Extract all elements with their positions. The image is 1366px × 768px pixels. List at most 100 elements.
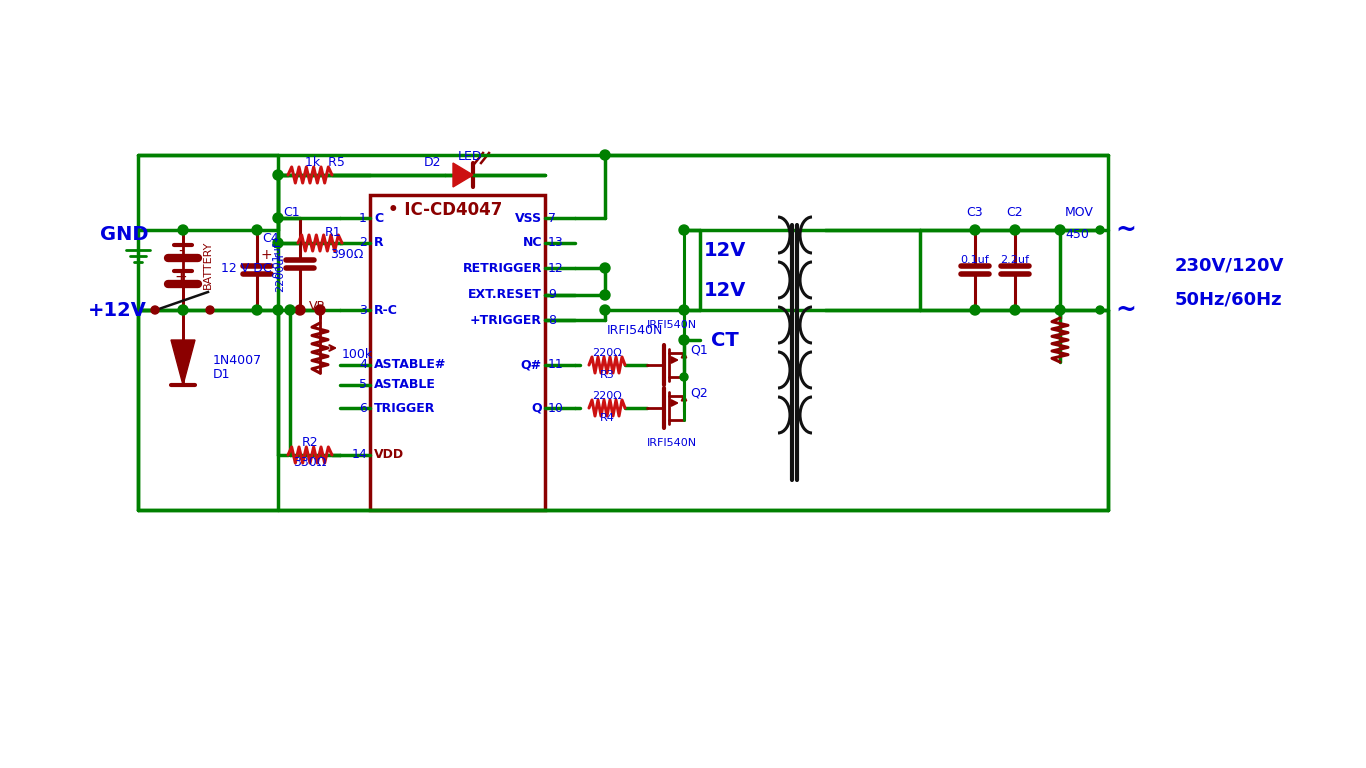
Text: -: -	[178, 243, 184, 257]
Text: 12 V DC: 12 V DC	[221, 261, 272, 274]
Circle shape	[178, 305, 189, 315]
Text: 3: 3	[359, 303, 367, 316]
Text: Q2: Q2	[690, 386, 708, 399]
Text: 1N4007: 1N4007	[213, 353, 262, 366]
Text: 1: 1	[359, 211, 367, 224]
Text: 2.2uf: 2.2uf	[1000, 255, 1030, 265]
Circle shape	[316, 305, 325, 315]
Text: C2: C2	[1007, 206, 1023, 219]
Text: 11: 11	[548, 359, 564, 372]
Text: 2200uf: 2200uf	[275, 253, 285, 292]
Circle shape	[251, 305, 262, 315]
Circle shape	[970, 305, 979, 315]
Circle shape	[600, 150, 611, 160]
Text: 10: 10	[548, 402, 564, 415]
Circle shape	[285, 305, 295, 315]
Text: ASTABLE#: ASTABLE#	[374, 359, 447, 372]
Text: 390Ω: 390Ω	[331, 249, 363, 261]
Text: R: R	[374, 237, 384, 250]
Text: Q: Q	[531, 402, 542, 415]
Text: • IC-CD4047: • IC-CD4047	[388, 201, 503, 219]
Circle shape	[970, 225, 979, 235]
Text: D1: D1	[213, 369, 231, 382]
Text: 13: 13	[548, 237, 564, 250]
Text: 8: 8	[548, 313, 556, 326]
Circle shape	[273, 170, 283, 180]
Text: 12V: 12V	[703, 280, 746, 300]
Text: 50Hz/60Hz: 50Hz/60Hz	[1175, 291, 1283, 309]
Polygon shape	[171, 340, 195, 385]
Circle shape	[1009, 225, 1020, 235]
Circle shape	[206, 306, 214, 314]
Text: C: C	[374, 211, 382, 224]
Text: 9: 9	[548, 289, 556, 302]
Text: Q1: Q1	[690, 343, 708, 356]
Text: EXT.RESET: EXT.RESET	[469, 289, 542, 302]
Text: 12V: 12V	[703, 240, 746, 260]
Text: IRFI540N: IRFI540N	[647, 438, 697, 448]
Circle shape	[178, 225, 189, 235]
Circle shape	[679, 335, 688, 345]
Text: ~: ~	[1115, 218, 1137, 242]
Text: C4: C4	[262, 231, 279, 244]
Circle shape	[600, 263, 611, 273]
Text: 450: 450	[1065, 229, 1089, 241]
Text: GND: GND	[100, 226, 149, 244]
Text: R4: R4	[600, 413, 615, 423]
Text: 7: 7	[548, 211, 556, 224]
Text: +: +	[175, 270, 187, 284]
Circle shape	[1055, 225, 1065, 235]
Circle shape	[679, 305, 688, 315]
Text: +12V: +12V	[87, 300, 148, 319]
Text: RETRIGGER: RETRIGGER	[463, 261, 542, 274]
Text: 2: 2	[359, 237, 367, 250]
Circle shape	[1055, 305, 1065, 315]
Text: NC: NC	[523, 237, 542, 250]
Circle shape	[679, 225, 688, 235]
Text: 0.01uf: 0.01uf	[272, 242, 281, 278]
Text: 0.1uf: 0.1uf	[960, 255, 989, 265]
Text: 4: 4	[359, 359, 367, 372]
Circle shape	[273, 238, 283, 248]
Text: 1k  R5: 1k R5	[305, 155, 344, 168]
Circle shape	[273, 213, 283, 223]
Circle shape	[251, 225, 262, 235]
Text: R3: R3	[600, 370, 615, 380]
Text: R2: R2	[302, 436, 318, 449]
Text: D2: D2	[425, 157, 441, 170]
Text: LED: LED	[458, 151, 482, 164]
Text: 330Ω: 330Ω	[294, 456, 326, 469]
Circle shape	[1096, 306, 1104, 314]
Text: 5: 5	[359, 379, 367, 392]
Text: MOV: MOV	[1065, 206, 1094, 219]
Text: 6: 6	[359, 402, 367, 415]
Circle shape	[295, 305, 305, 315]
Text: R-C: R-C	[374, 303, 398, 316]
Text: VR: VR	[309, 300, 326, 313]
Circle shape	[152, 306, 158, 314]
Text: +TRIGGER: +TRIGGER	[470, 313, 542, 326]
Polygon shape	[454, 163, 473, 187]
Text: 230V/120V: 230V/120V	[1175, 256, 1284, 274]
Text: 14: 14	[351, 449, 367, 462]
Text: 100k: 100k	[342, 349, 373, 362]
Text: CT: CT	[712, 330, 739, 349]
Text: C1: C1	[284, 207, 301, 220]
Text: ~: ~	[1115, 298, 1137, 322]
Bar	[370, 195, 545, 510]
Text: 220Ω: 220Ω	[591, 348, 622, 358]
Text: VSS: VSS	[515, 211, 542, 224]
Circle shape	[1096, 226, 1104, 234]
Text: 12: 12	[548, 261, 564, 274]
Circle shape	[600, 305, 611, 315]
Circle shape	[600, 290, 611, 300]
Text: VDD: VDD	[374, 449, 404, 462]
Circle shape	[1009, 305, 1020, 315]
Text: +: +	[261, 248, 273, 262]
Text: 220Ω: 220Ω	[591, 391, 622, 401]
Text: C3: C3	[967, 206, 984, 219]
Circle shape	[273, 305, 283, 315]
Text: ASTABLE: ASTABLE	[374, 379, 436, 392]
Text: BATTERY: BATTERY	[204, 241, 213, 290]
Text: IRFI540N: IRFI540N	[647, 320, 697, 330]
